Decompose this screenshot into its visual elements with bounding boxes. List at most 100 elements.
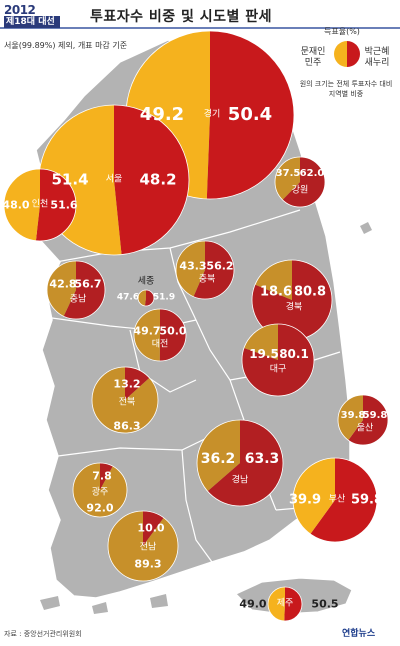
pie-slice-park-region-14 (310, 458, 377, 542)
pie-outline-region-10 (241, 323, 315, 397)
pie-slice-park-region-4 (193, 241, 234, 299)
pie-slice-moon-region-7 (134, 309, 160, 361)
pie-slice-moon-region-4 (175, 241, 205, 297)
region-name-region-9: 전북 (118, 397, 136, 408)
pie-slice-moon-region-2 (4, 169, 41, 241)
pie-outline-region-7 (133, 308, 187, 362)
legend-left-label: 문재인 민주 (300, 47, 326, 68)
region-name-region-12: 경남 (231, 475, 249, 486)
pie-slice-park-region-13 (100, 463, 113, 490)
park-pct-region-13: 7.8 (92, 469, 112, 483)
pie-slice-moon-region-3 (275, 157, 300, 200)
park-pct-region-0: 50.4 (227, 104, 273, 125)
pie-slice-park-region-15 (143, 511, 164, 546)
pie-outline-region-2 (3, 168, 77, 242)
pie-slice-park-region-8 (252, 260, 333, 340)
pie-slice-moon-region-15 (107, 511, 178, 582)
moon-pct-region-11: 39.8 (340, 410, 366, 421)
region-name-region-15: 전남 (139, 542, 157, 553)
legend-title: 득표율(%) (324, 27, 360, 36)
region-name-region-8: 경북 (285, 302, 303, 313)
region-name-region-11: 울산 (356, 423, 374, 434)
park-pct-region-5: 56.7 (74, 277, 102, 291)
park-pct-region-11: 59.8 (362, 410, 388, 421)
south-islands (40, 594, 168, 614)
pie-outline-region-13 (72, 462, 128, 518)
election-badge: 2012 제18대 대선 (4, 3, 64, 29)
region-name-region-16: 제주 (276, 598, 294, 609)
park-pct-region-7: 50.0 (159, 324, 187, 338)
region-name-region-1: 서울 (105, 174, 123, 185)
moon-pct-region-6: 47.6 (116, 292, 140, 303)
pie-outline-region-6 (137, 289, 155, 307)
legend-swatch (334, 41, 360, 67)
park-pct-region-14: 59.8 (350, 492, 384, 508)
park-pct-region-8: 80.8 (293, 284, 327, 300)
legend-swatch-moon (334, 41, 347, 67)
moon-pct-region-3: 37.5 (275, 168, 301, 179)
pie-outline-region-5 (46, 260, 106, 320)
pie-slice-moon-region-12 (197, 420, 240, 492)
pie-slice-moon-region-11 (338, 395, 363, 441)
park-pct-region-3: 62.0 (299, 168, 325, 179)
pie-slice-park-region-1 (114, 105, 190, 255)
pie-slice-park-region-0 (206, 31, 294, 200)
moon-pct-region-1: 51.4 (51, 170, 89, 189)
header-band (0, 0, 400, 28)
pie-outline-region-11 (337, 394, 389, 446)
park-pct-region-15: 10.0 (137, 521, 165, 535)
region-name-region-14: 부산 (328, 494, 346, 505)
region-name-region-5: 충남 (69, 294, 87, 305)
pie-slice-park-region-7 (159, 308, 187, 361)
pie-slice-park-region-5 (63, 261, 105, 320)
moon-pct-region-9: 86.3 (113, 419, 141, 433)
region-name-region-3: 강원 (291, 185, 309, 196)
moon-pct-region-14: 39.9 (288, 492, 322, 508)
park-pct-region-9: 13.2 (113, 377, 141, 391)
pie-slice-moon-region-14 (293, 458, 335, 535)
moon-pct-region-7: 49.7 (133, 324, 161, 338)
page-title: 투표자수 비중 및 시도별 판세 (90, 9, 273, 25)
pie-slice-park-region-9 (125, 367, 150, 400)
moon-pct-region-0: 49.2 (139, 104, 185, 125)
page-subtitle: 서울(99.89%) 제외, 개표 마감 기준 (4, 41, 128, 50)
region-name-region-7: 대전 (151, 339, 169, 350)
moon-pct-region-4: 43.3 (179, 259, 207, 273)
pie-slice-moon-region-10 (244, 324, 278, 360)
park-pct-region-6: 51.9 (152, 292, 176, 303)
pie-slice-park-region-2 (35, 169, 77, 242)
region-name-region-13: 광주 (91, 487, 109, 498)
badge-year: 2012 (4, 3, 36, 17)
pie-outline-region-15 (107, 510, 179, 582)
pie-outline-region-14 (292, 457, 378, 543)
region-name-region-0: 경기 (203, 109, 221, 120)
pie-slice-park-region-10 (242, 324, 315, 396)
pie-slice-moon-region-8 (255, 260, 292, 300)
pie-outline-region-4 (175, 240, 235, 300)
pie-slice-park-region-11 (348, 395, 388, 445)
park-pct-region-2: 51.6 (50, 198, 78, 212)
pie-outline-region-9 (91, 366, 159, 434)
header-rule (0, 27, 400, 29)
region-name-region-2: 인천 (31, 199, 49, 210)
pie-slice-moon-region-6 (137, 290, 146, 306)
region-name-region-10: 대구 (269, 364, 287, 375)
pie-outline-region-16 (267, 586, 303, 622)
pie-slice-park-region-3 (282, 157, 325, 208)
badge-subtitle: 제18대 대선 (4, 16, 60, 28)
pie-outline-region-12 (196, 419, 284, 507)
legend-right-label: 박근혜 새누리 (364, 47, 390, 68)
agency-logo: 연합뉴스 (342, 629, 376, 639)
pie-slice-park-region-16 (284, 587, 302, 621)
bubble-layer (3, 30, 389, 622)
moon-pct-region-13: 92.0 (86, 501, 114, 515)
park-pct-region-10: 80.1 (279, 347, 309, 361)
ulleung-island (360, 222, 372, 234)
pie-slice-park-region-12 (207, 420, 284, 507)
moon-pct-region-10: 19.5 (249, 347, 279, 361)
source-credit: 자료 : 중앙선거관리위원회 (4, 630, 82, 638)
pie-slice-moon-region-9 (91, 367, 158, 433)
legend-note: 원의 크기는 전체 투표자수 대비 지역별 비중 (299, 80, 393, 98)
moon-pct-region-8: 18.6 (259, 284, 293, 300)
